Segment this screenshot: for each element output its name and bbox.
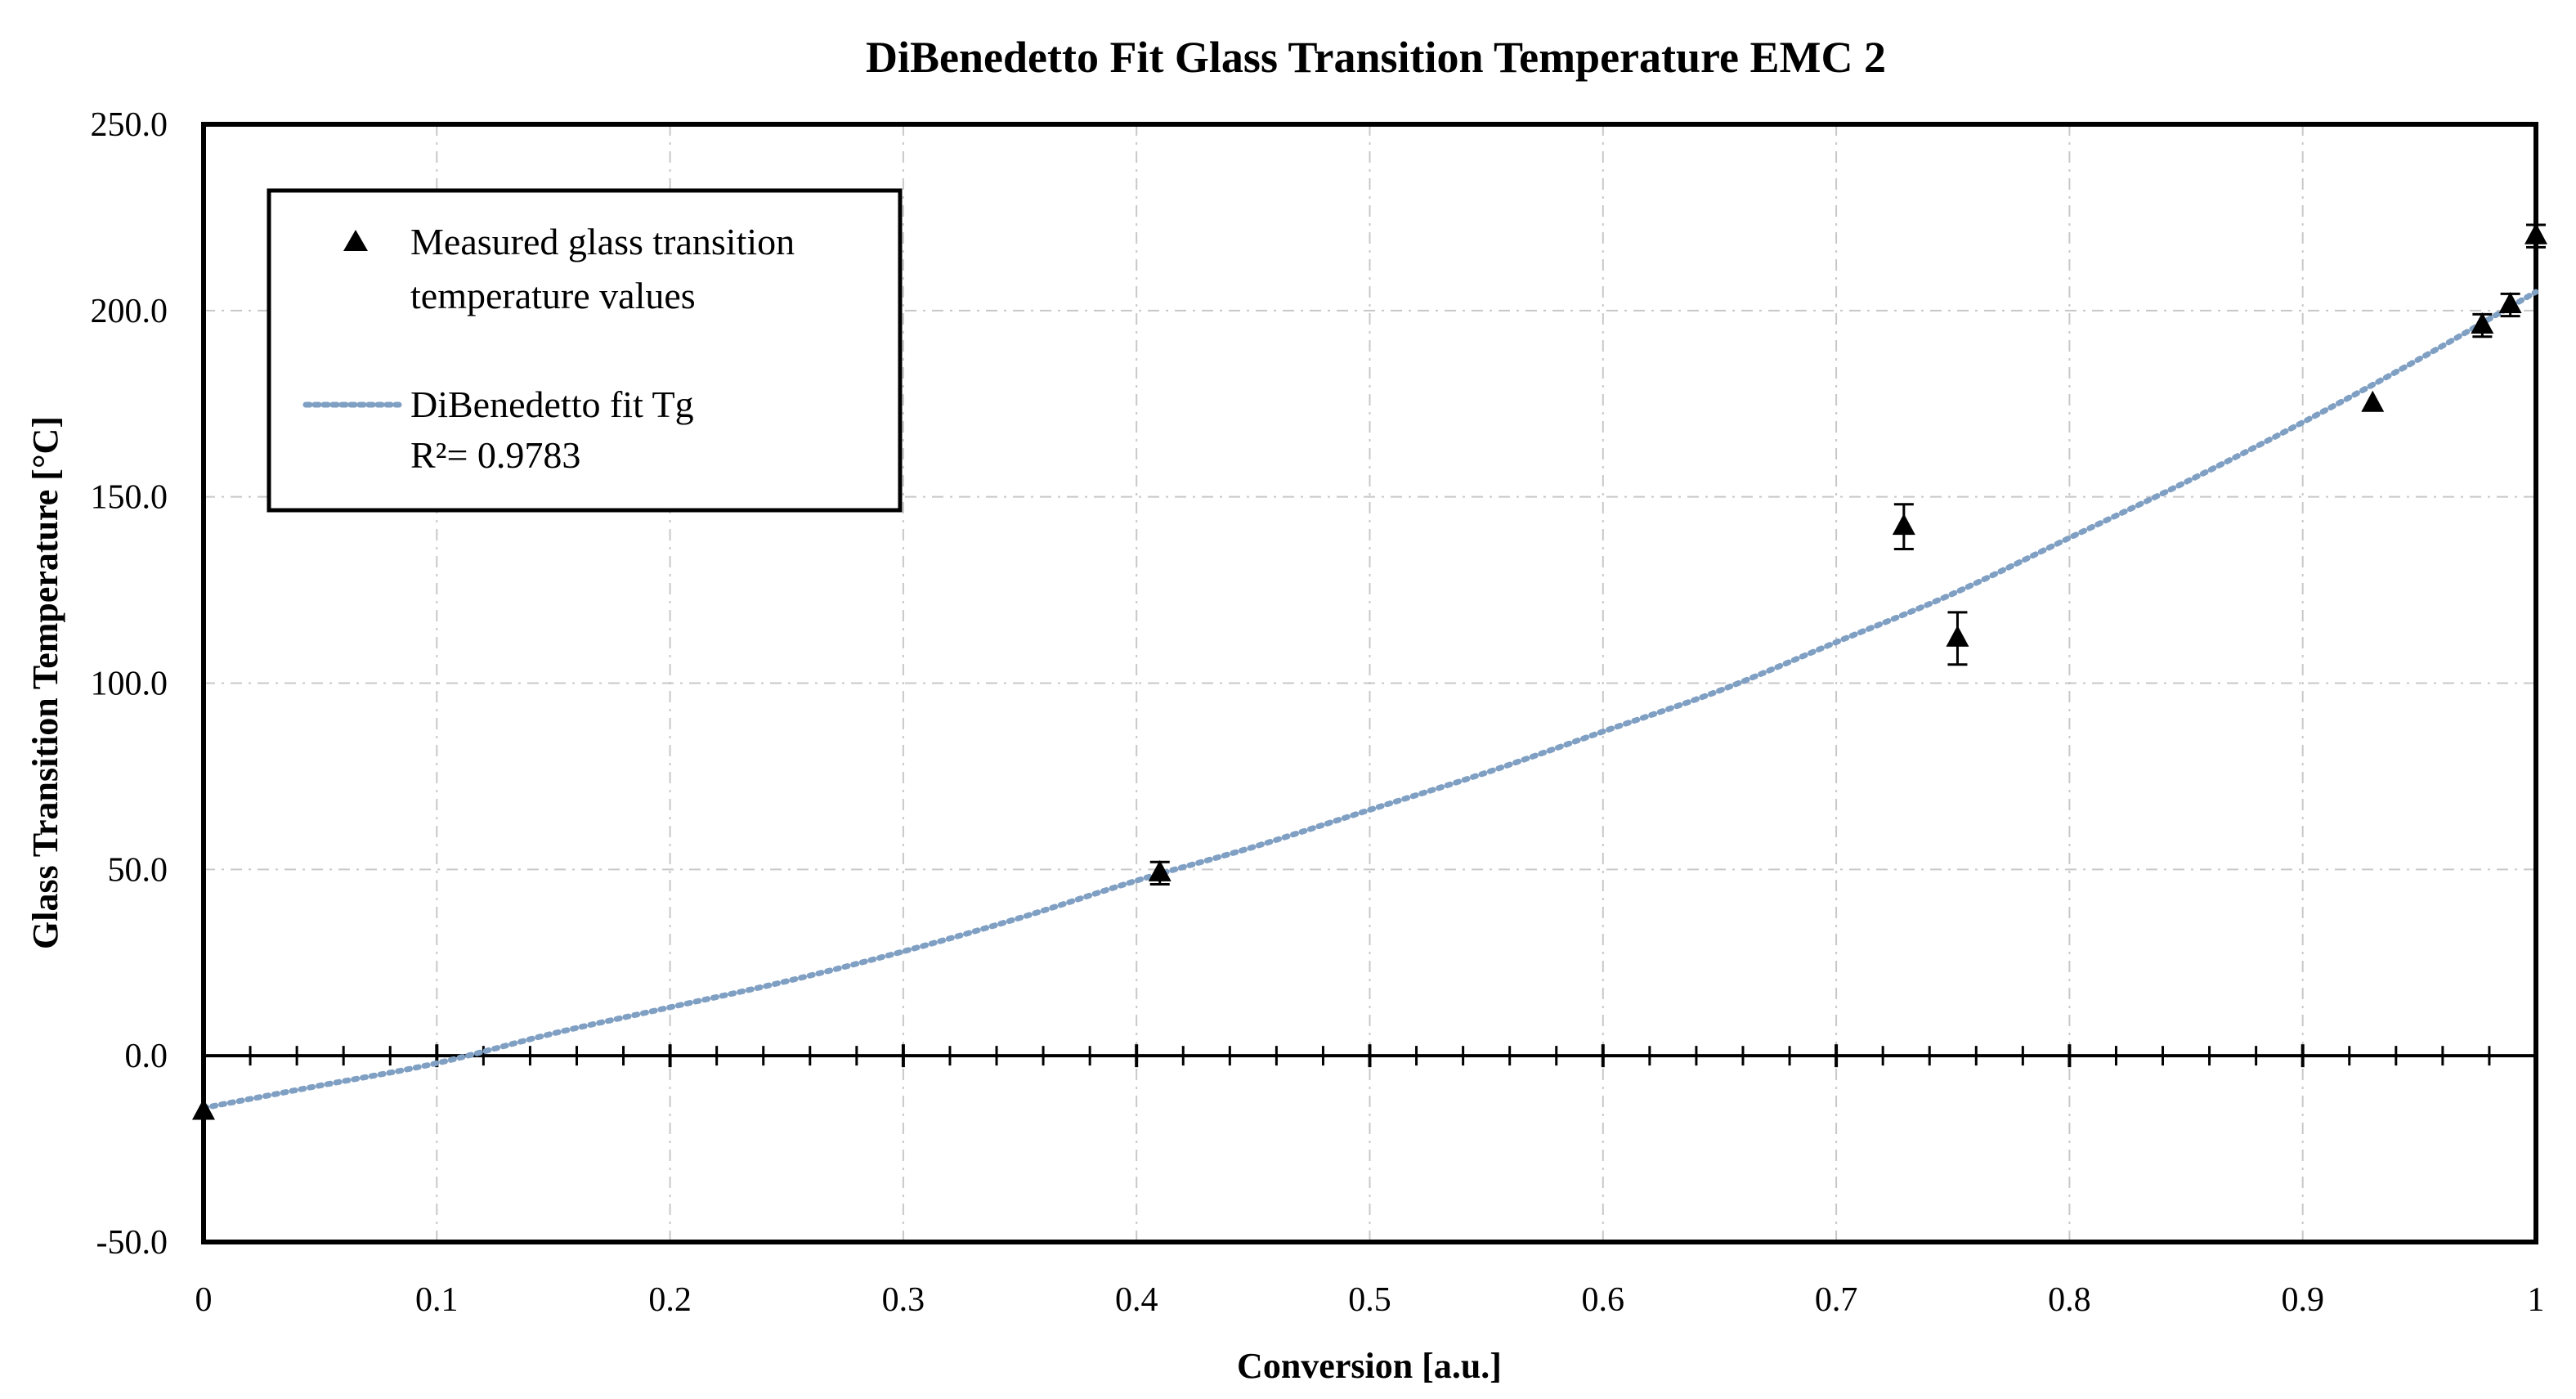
plot-area-frame bbox=[201, 122, 2538, 1244]
x-tick-label: 1 bbox=[2528, 1281, 2545, 1319]
y-tick-label: 0.0 bbox=[125, 1038, 168, 1075]
x-tick-label: 0.3 bbox=[882, 1281, 925, 1319]
chart-title: DiBenedetto Fit Glass Transition Tempera… bbox=[866, 33, 1886, 82]
x-axis-tick-labels: 0 0.1 0.2 0.3 0.4 0.5 0.6 0.7 0.8 0.9 1 bbox=[195, 1281, 2545, 1319]
data-point-triangle bbox=[1946, 625, 1969, 647]
x-axis-title: Conversion [a.u.] bbox=[1237, 1346, 1502, 1386]
x-tick-label: 0.1 bbox=[415, 1281, 459, 1319]
fit-series bbox=[200, 289, 2539, 1111]
x-tick-label: 0.7 bbox=[1815, 1281, 1858, 1319]
x-tick-label: 0.2 bbox=[648, 1281, 692, 1319]
legend-box bbox=[267, 188, 903, 513]
x-zero-axis bbox=[202, 1044, 2538, 1068]
data-point-triangle bbox=[2361, 390, 2385, 412]
x-tick-label: 0.8 bbox=[2048, 1281, 2091, 1319]
y-tick-label: 150.0 bbox=[91, 479, 168, 517]
data-point-triangle bbox=[2471, 312, 2494, 334]
y-axis-title: Glass Transition Temperature [°C] bbox=[25, 416, 65, 949]
x-tick-label: 0.9 bbox=[2281, 1281, 2324, 1319]
legend: Measured glass transition temperature va… bbox=[267, 188, 903, 513]
y-axis-tick-labels: -50.0 0.0 50.0 100.0 150.0 200.0 250.0 bbox=[91, 106, 168, 1262]
x-tick-label: 0.5 bbox=[1348, 1281, 1391, 1319]
legend-triangle-marker-icon bbox=[343, 230, 368, 251]
legend-fit-line-1: DiBenedetto fit Tg bbox=[410, 383, 694, 425]
data-point-triangle bbox=[2524, 222, 2547, 244]
y-tick-label: -50.0 bbox=[96, 1224, 168, 1262]
y-tick-label: 50.0 bbox=[108, 851, 168, 889]
measured-series bbox=[192, 222, 2547, 1120]
data-point-triangle bbox=[2498, 291, 2522, 313]
y-tick-label: 250.0 bbox=[91, 106, 168, 144]
legend-measured-line-2: temperature values bbox=[410, 275, 696, 316]
x-tick-label: 0.4 bbox=[1115, 1281, 1158, 1319]
y-tick-label: 200.0 bbox=[91, 293, 168, 330]
data-point-triangle bbox=[1892, 513, 1915, 536]
x-tick-label: 0 bbox=[195, 1281, 213, 1319]
y-tick-label: 100.0 bbox=[91, 666, 168, 703]
legend-measured-line-1: Measured glass transition bbox=[410, 221, 795, 262]
fit-line bbox=[200, 289, 2539, 1111]
data-point-triangle bbox=[1148, 859, 1172, 881]
legend-fit-line-2: R²= 0.9783 bbox=[410, 434, 580, 476]
data-point-triangle bbox=[192, 1098, 215, 1120]
x-tick-label: 0.6 bbox=[1582, 1281, 1625, 1319]
